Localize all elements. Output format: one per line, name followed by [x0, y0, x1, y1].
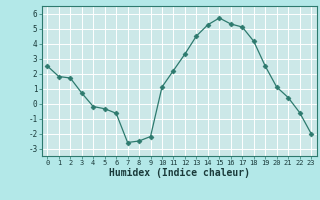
X-axis label: Humidex (Indice chaleur): Humidex (Indice chaleur) — [109, 168, 250, 178]
